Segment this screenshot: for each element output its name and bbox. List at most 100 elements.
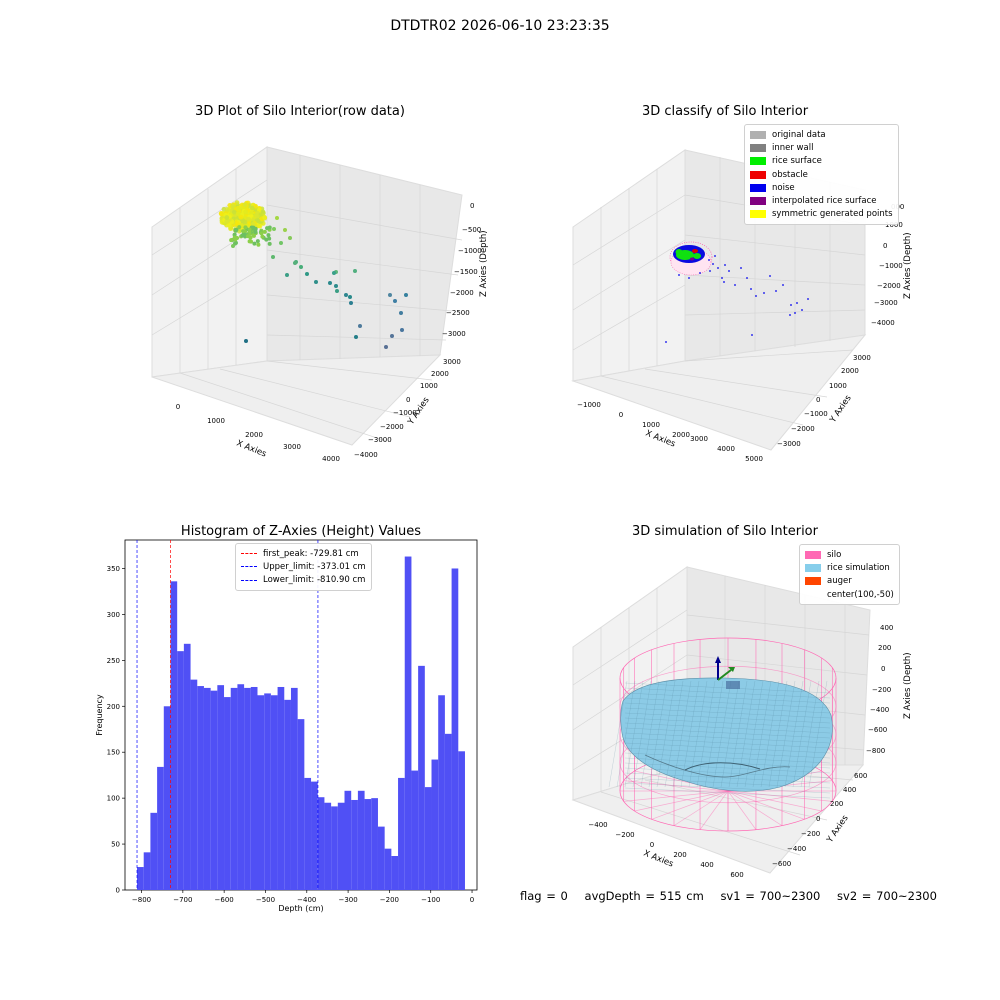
point xyxy=(399,311,403,315)
point xyxy=(279,241,283,245)
legend-item-interpolated: interpolated rice surface xyxy=(750,194,893,207)
x-tick-label: −500 xyxy=(256,896,275,904)
mesh-line xyxy=(744,680,764,788)
y-tick-label: 250 xyxy=(107,657,120,665)
point xyxy=(246,216,251,222)
raw-3d-plot[interactable]: 0 1000 2000 3000 4000 −4000 −3000 −2000 … xyxy=(140,135,490,465)
svg-text:200: 200 xyxy=(673,851,686,859)
legend-swatch xyxy=(750,170,766,179)
x-tick-label: −400 xyxy=(297,896,316,904)
mesh-line xyxy=(720,680,740,788)
histogram-bar xyxy=(217,685,225,890)
histogram-bar xyxy=(150,812,158,890)
histogram-bar xyxy=(444,733,452,890)
mesh-line xyxy=(624,687,831,699)
histogram-bar xyxy=(230,687,238,890)
point xyxy=(393,299,397,303)
point xyxy=(243,225,248,230)
legend-item-obstacle: obstacle xyxy=(750,168,893,181)
svg-text:400: 400 xyxy=(843,786,856,794)
histogram-chart[interactable]: −800 −700 −600 −500 −400 −300 −200 −100 0 0 50 100… xyxy=(80,530,490,920)
svg-text:−400: −400 xyxy=(588,821,607,829)
noise-point xyxy=(751,334,753,336)
noise-point xyxy=(750,288,752,290)
mesh-line xyxy=(800,680,820,788)
point xyxy=(259,231,264,236)
point xyxy=(384,345,388,349)
point xyxy=(332,271,336,275)
svg-text:1000: 1000 xyxy=(420,382,438,390)
svg-text:−3000: −3000 xyxy=(442,330,466,338)
point xyxy=(314,280,318,284)
point xyxy=(224,207,230,212)
legend-swatch xyxy=(750,130,766,139)
point xyxy=(358,324,362,328)
histogram-bar xyxy=(451,568,459,890)
rice-surface xyxy=(620,677,833,792)
mesh-line xyxy=(688,680,708,788)
svg-text:1000: 1000 xyxy=(642,421,660,429)
y-tick-label: 200 xyxy=(107,703,120,711)
sv1-range: sv1 = 700~2300 xyxy=(720,889,821,903)
point xyxy=(242,202,248,208)
point xyxy=(219,211,224,217)
mesh-line xyxy=(624,707,831,719)
histogram-bar xyxy=(270,695,278,890)
noise-point xyxy=(708,259,710,261)
svg-text:600: 600 xyxy=(730,871,743,879)
raw-panes xyxy=(151,146,463,446)
mesh-line xyxy=(624,752,831,764)
simulation-y-ticks: −600 −400 −200 0 200 400 600 xyxy=(772,772,867,868)
noise-point xyxy=(717,267,719,269)
histogram-bar xyxy=(224,697,231,890)
svg-text:−2000: −2000 xyxy=(450,289,474,297)
auger-arrows xyxy=(715,656,740,689)
gridline xyxy=(266,204,463,241)
legend-item-symmetric: symmetric generated points xyxy=(750,208,893,221)
legend-item-inner-wall: inner wall xyxy=(750,141,893,154)
point xyxy=(293,261,297,265)
figure-title: DTDTR02 2026-06-10 23:23:35 xyxy=(390,18,610,34)
raw-x-ticks: 0 1000 2000 3000 4000 xyxy=(176,403,340,463)
raw-z-label: Z Axies (Depth) xyxy=(479,230,489,297)
histogram-bar xyxy=(170,581,178,890)
histogram-legend: first_peak: -729.81 cm Upper_limit: -373… xyxy=(235,543,372,591)
point xyxy=(233,237,238,242)
noise-point xyxy=(790,304,792,306)
legend-swatch xyxy=(805,550,821,559)
svg-text:3000: 3000 xyxy=(283,443,301,451)
histogram-bar xyxy=(324,802,332,890)
simulation-legend: silo rice simulation auger center(100,-5… xyxy=(799,544,900,606)
mesh-line xyxy=(648,680,668,788)
histogram-bar xyxy=(398,777,405,890)
simulation-3d-plot[interactable]: −400 −200 0 200 400 600 −600 −400 −200 0… xyxy=(565,555,920,885)
mesh-line xyxy=(624,702,831,714)
svg-text:5000: 5000 xyxy=(745,455,763,463)
svg-text:−2000: −2000 xyxy=(380,423,404,431)
legend-item-noise: noise xyxy=(750,181,893,194)
legend-item-auger: auger xyxy=(805,575,894,588)
mesh-line xyxy=(624,762,831,774)
silo-spoke xyxy=(699,790,729,830)
point xyxy=(267,236,272,241)
point xyxy=(335,289,339,293)
mesh-line xyxy=(624,767,831,779)
legend-item-upper-limit: Upper_limit: -373.01 cm xyxy=(241,560,366,573)
point xyxy=(265,226,270,231)
avg-depth: avgDepth = 515 cm xyxy=(584,889,704,903)
raw-point-cloud xyxy=(218,200,408,349)
svg-text:−2000: −2000 xyxy=(791,425,815,433)
classify-x-ticks: −1000 0 1000 2000 3000 4000 5000 xyxy=(577,401,763,463)
histogram-bar xyxy=(377,826,385,890)
mesh-line xyxy=(624,737,831,749)
mesh-line xyxy=(632,680,652,788)
point xyxy=(260,209,266,215)
point xyxy=(234,200,240,206)
legend-line xyxy=(241,566,257,568)
histogram-y-label: Frequency xyxy=(95,694,104,736)
point xyxy=(249,205,255,211)
silo-spoke xyxy=(673,790,729,826)
gridline xyxy=(684,274,866,286)
legend-item-rice-simulation: rice simulation xyxy=(805,561,894,574)
svg-text:2000: 2000 xyxy=(672,431,690,439)
